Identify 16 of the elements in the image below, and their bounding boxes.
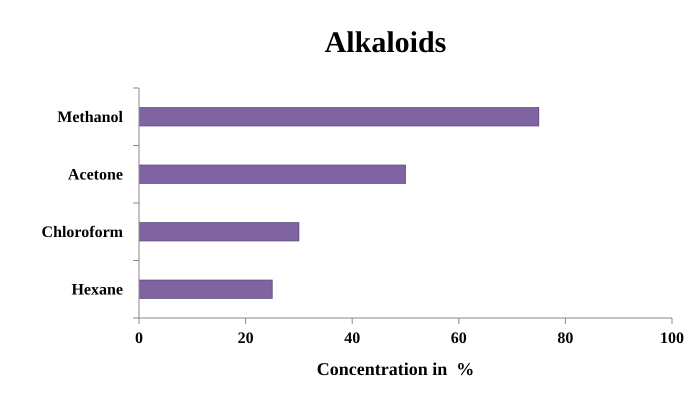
bar (138, 222, 300, 242)
x-tick-label: 0 (135, 330, 143, 347)
y-tick-label: Methanol (57, 108, 124, 126)
chart-title: Alkaloids (324, 26, 446, 59)
y-tick-label: Hexane (71, 281, 123, 298)
x-tick-label: 40 (344, 330, 360, 347)
y-tick-label: Chloroform (42, 224, 124, 241)
bar (138, 164, 406, 184)
y-tick-label: Acetone (68, 166, 123, 184)
x-tick-label: 80 (557, 330, 574, 347)
bar (138, 107, 540, 126)
bar (138, 280, 273, 299)
x-tick-label: 20 (238, 330, 254, 347)
x-tick-label: 60 (450, 330, 467, 347)
x-axis-title: Concentration in % (316, 359, 474, 379)
x-tick-label: 100 (660, 330, 684, 347)
